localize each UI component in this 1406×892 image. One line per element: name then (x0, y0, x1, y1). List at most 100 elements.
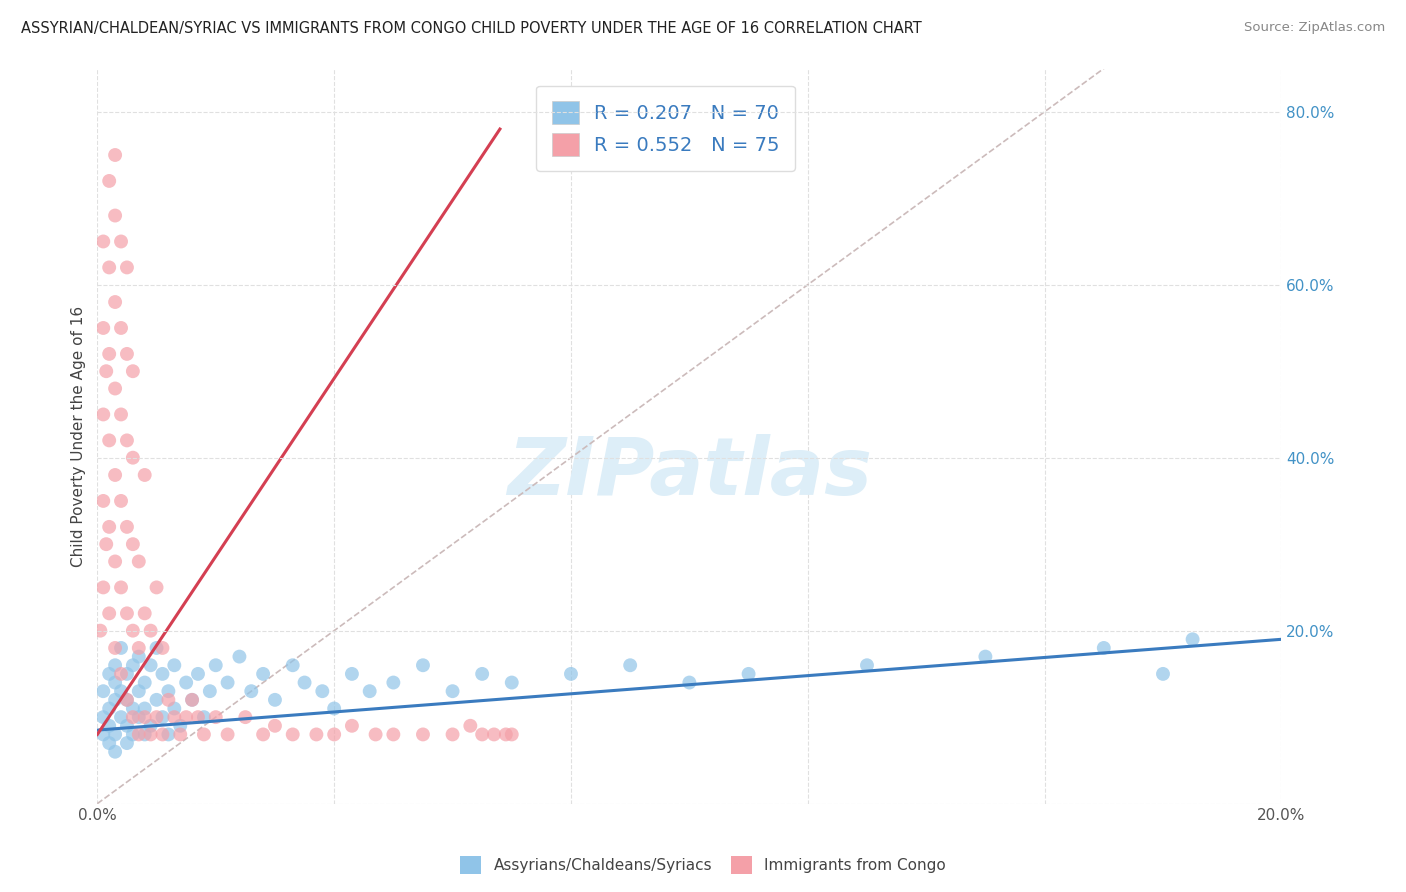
Point (104, 209, 127, 223)
Point (115, 666, 138, 681)
Text: ZIPatlas: ZIPatlas (508, 434, 872, 512)
Point (104, 727, 127, 741)
Point (560, 666, 582, 681)
Point (217, 675, 239, 690)
Point (98, 347, 121, 361)
Point (157, 693, 180, 707)
Point (139, 624, 162, 638)
Y-axis label: Child Poverty Under the Age of 16: Child Poverty Under the Age of 16 (72, 305, 86, 566)
Point (217, 727, 239, 741)
Point (359, 684, 381, 698)
Point (104, 640, 127, 655)
Point (240, 684, 263, 698)
Text: Source: ZipAtlas.com: Source: ZipAtlas.com (1244, 21, 1385, 34)
Point (187, 666, 209, 681)
Point (174, 675, 197, 690)
Point (163, 710, 186, 724)
Point (110, 321, 132, 335)
Point (495, 727, 517, 741)
Point (1181, 632, 1204, 647)
Point (187, 710, 209, 724)
Point (104, 745, 127, 759)
Point (91, 408, 114, 422)
Point (157, 727, 180, 741)
Point (115, 719, 138, 733)
Point (91, 494, 114, 508)
Point (110, 710, 132, 724)
Point (98, 701, 121, 715)
Point (340, 666, 363, 681)
Point (471, 727, 494, 741)
Point (412, 727, 434, 741)
Point (91, 727, 114, 741)
Point (174, 710, 197, 724)
Point (145, 640, 167, 655)
Text: ASSYRIAN/CHALDEAN/SYRIAC VS IMMIGRANTS FROM CONGO CHILD POVERTY UNDER THE AGE OF: ASSYRIAN/CHALDEAN/SYRIAC VS IMMIGRANTS F… (21, 21, 922, 36)
Point (193, 710, 215, 724)
Point (115, 520, 138, 534)
Point (441, 684, 464, 698)
Point (1092, 640, 1115, 655)
Point (198, 684, 221, 698)
Point (122, 658, 145, 673)
Point (134, 607, 156, 621)
Point (152, 640, 174, 655)
Point (110, 666, 132, 681)
Point (104, 554, 127, 568)
Point (311, 684, 333, 698)
Point (128, 640, 150, 655)
Point (323, 727, 346, 741)
Point (460, 719, 482, 733)
Point (104, 295, 127, 310)
Point (128, 649, 150, 664)
Point (122, 701, 145, 715)
Point (91, 581, 114, 595)
Point (91, 235, 114, 249)
Legend: Assyrians/Chaldeans/Syriacs, Immigrants from Congo: Assyrians/Chaldeans/Syriacs, Immigrants … (454, 850, 952, 880)
Point (122, 727, 145, 741)
Point (98, 520, 121, 534)
Point (110, 684, 132, 698)
Point (104, 675, 127, 690)
Point (152, 710, 174, 724)
Point (228, 649, 250, 664)
Point (193, 727, 215, 741)
Point (115, 607, 138, 621)
Point (974, 649, 997, 664)
Point (856, 658, 879, 673)
Point (110, 408, 132, 422)
Point (152, 727, 174, 741)
Point (115, 347, 138, 361)
Point (181, 693, 204, 707)
Point (204, 710, 226, 724)
Point (98, 607, 121, 621)
Point (134, 710, 156, 724)
Point (264, 693, 287, 707)
Point (281, 658, 304, 673)
Point (163, 658, 186, 673)
Point (110, 640, 132, 655)
Point (145, 581, 167, 595)
Point (96, 537, 118, 551)
Point (91, 684, 114, 698)
Point (115, 693, 138, 707)
Point (134, 727, 156, 741)
Point (501, 727, 523, 741)
Point (152, 666, 174, 681)
Point (110, 581, 132, 595)
Point (134, 467, 156, 482)
Point (96, 364, 118, 378)
Point (619, 658, 641, 673)
Point (235, 710, 257, 724)
Point (104, 467, 127, 482)
Point (139, 719, 162, 733)
Point (122, 364, 145, 378)
Point (145, 693, 167, 707)
Point (364, 727, 387, 741)
Point (482, 727, 505, 741)
Point (1152, 666, 1174, 681)
Point (252, 666, 274, 681)
Point (110, 235, 132, 249)
Point (139, 658, 162, 673)
Point (412, 658, 434, 673)
